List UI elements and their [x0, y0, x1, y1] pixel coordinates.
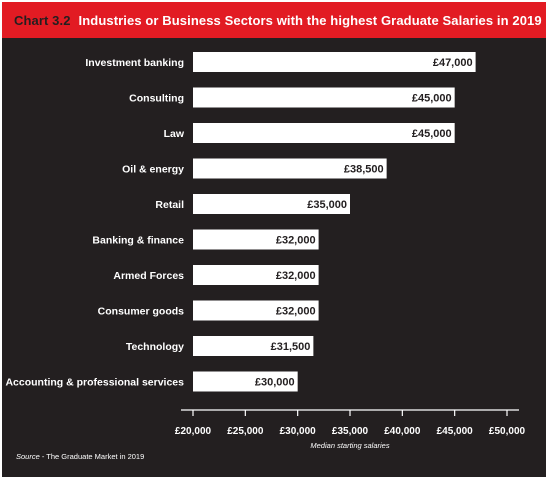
source-key: Source: [16, 452, 40, 461]
bar-value-label: £31,500: [271, 341, 311, 353]
bar-value-label: £32,000: [276, 306, 316, 318]
bar: [193, 87, 455, 108]
bar-value-label: £47,000: [433, 57, 473, 69]
bar: [193, 194, 350, 214]
bar: [193, 52, 476, 72]
category-label: Consumer goods: [98, 306, 184, 318]
category-label: Banking & finance: [92, 235, 184, 247]
bar: [193, 336, 314, 356]
x-tick-label: £30,000: [280, 426, 317, 437]
bar: [193, 265, 319, 285]
source-note: Source - The Graduate Market in 2019: [16, 452, 144, 461]
x-tick-label: £50,000: [489, 426, 526, 437]
bar-value-label: £35,000: [307, 199, 347, 211]
category-label: Consulting: [129, 93, 184, 105]
x-tick-label: £35,000: [332, 426, 369, 437]
x-tick-label: £20,000: [175, 426, 212, 437]
bar-value-label: £38,500: [344, 164, 384, 176]
category-label: Retail: [155, 199, 184, 211]
category-label: Oil & energy: [122, 164, 184, 176]
category-label: Armed Forces: [113, 270, 184, 282]
bar-value-label: £30,000: [255, 377, 295, 389]
category-label: Investment banking: [85, 57, 184, 69]
bar: [193, 229, 319, 250]
bar: [193, 371, 298, 392]
x-tick-label: £40,000: [384, 426, 421, 437]
bar-value-label: £32,000: [276, 235, 316, 247]
chart-title: Industries or Business Sectors with the …: [78, 12, 542, 28]
category-label: Law: [164, 128, 185, 140]
category-label: Technology: [126, 341, 184, 353]
bar: [193, 158, 387, 179]
category-label: Accounting & professional services: [5, 377, 184, 389]
bar-value-label: £45,000: [412, 93, 452, 105]
bar-value-label: £32,000: [276, 270, 316, 282]
chart-number: Chart 3.2: [14, 12, 71, 28]
x-tick-label: £25,000: [227, 426, 264, 437]
bar: [193, 300, 319, 321]
x-axis-label: Median starting salaries: [310, 441, 389, 450]
bar-value-label: £45,000: [412, 128, 452, 140]
bar: [193, 123, 455, 143]
source-text: - The Graduate Market in 2019: [39, 452, 145, 461]
chart-header: Chart 3.2 Industries or Business Sectors…: [2, 2, 546, 38]
x-tick-label: £45,000: [437, 426, 474, 437]
